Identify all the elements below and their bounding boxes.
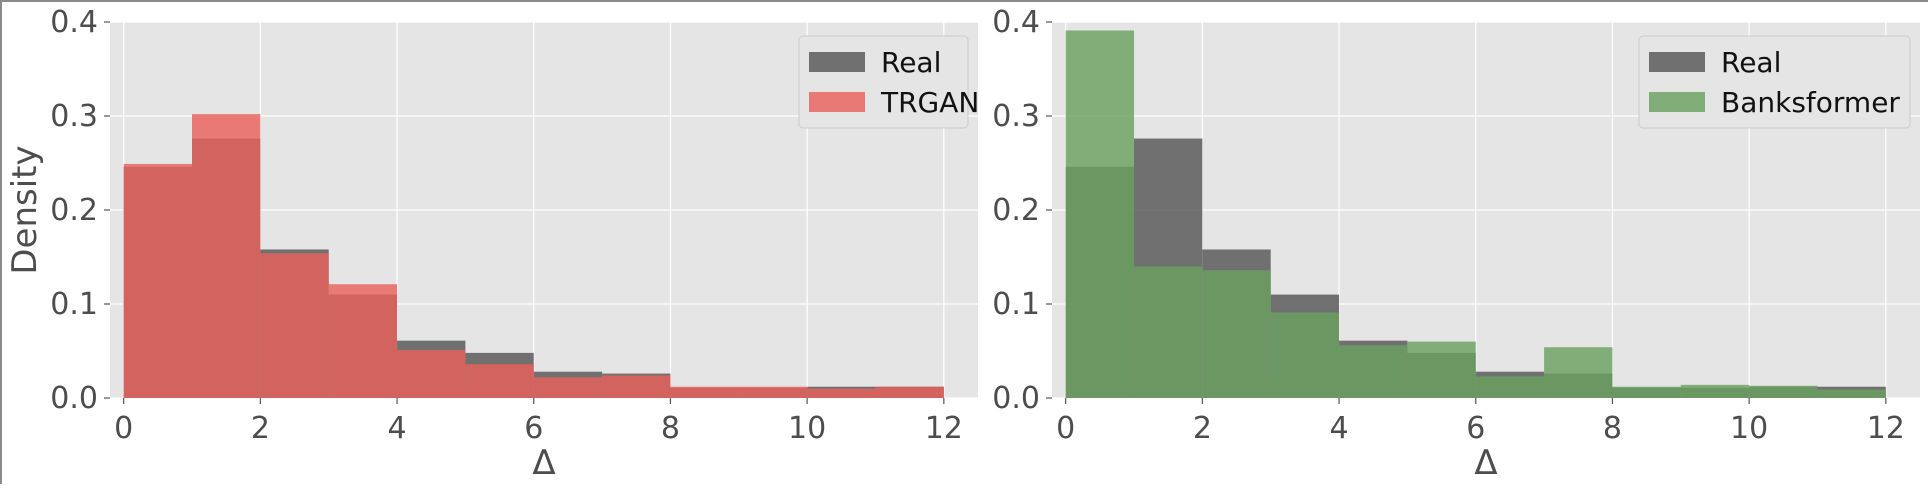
y-tick-label: 0.3 — [50, 99, 98, 134]
y-tick-label: 0.2 — [992, 193, 1040, 228]
bar — [670, 386, 739, 398]
legend-label: Real — [1721, 46, 1781, 79]
bar — [1065, 30, 1135, 399]
bar — [123, 163, 193, 398]
x-tick-label: 4 — [1330, 411, 1349, 446]
x-axis-label: Δ — [532, 443, 555, 483]
bar — [1407, 341, 1476, 398]
chart-panel-banksformer: 0 2 4 6 8 10 12 0.0 0.1 0.2 0.3 0.4 Δ Real Banksformer — [992, 5, 1920, 483]
y-tick-label: 0.1 — [50, 287, 98, 322]
series-trgan — [123, 114, 944, 399]
x-tick-label: 6 — [1466, 411, 1485, 446]
bar — [192, 114, 261, 399]
y-tick-label: 0.2 — [50, 193, 98, 228]
x-tick-label: 12 — [1867, 411, 1905, 446]
bar — [1475, 376, 1545, 398]
legend-box — [1638, 35, 1911, 129]
legend-label: Banksformer — [1721, 86, 1900, 119]
x-tick-label: 4 — [388, 411, 407, 446]
x-tick-label: 8 — [1603, 411, 1622, 446]
bar — [738, 386, 808, 398]
x-tick-label: 0 — [114, 411, 133, 446]
bar — [807, 388, 876, 398]
bar — [328, 284, 398, 398]
legend-swatch — [1649, 52, 1705, 72]
bar — [260, 253, 329, 398]
bar — [1339, 345, 1408, 398]
bar — [1544, 347, 1613, 398]
legend: Real Banksformer — [1638, 35, 1911, 129]
x-tick-label: 0 — [1056, 411, 1075, 446]
x-tick-label: 10 — [788, 411, 826, 446]
x-tick-label: 8 — [661, 411, 680, 446]
legend-swatch — [809, 92, 865, 112]
legend-swatch — [1649, 92, 1705, 112]
legend-label: Real — [881, 46, 941, 79]
y-tick-label: 0.0 — [50, 381, 98, 416]
y-axis-label: Density — [5, 145, 45, 274]
y-tick-label: 0.3 — [992, 99, 1040, 134]
y-tick-label: 0.4 — [992, 5, 1040, 40]
bar — [533, 377, 603, 398]
bar — [602, 375, 671, 398]
bar — [875, 386, 944, 398]
bar — [1680, 384, 1750, 398]
x-axis-label: Δ — [1474, 443, 1497, 483]
bar — [1270, 312, 1340, 398]
x-tick-label: 12 — [925, 411, 963, 446]
y-tick-label: 0.4 — [50, 5, 98, 40]
x-tick-label: 6 — [524, 411, 543, 446]
bar — [397, 350, 466, 398]
legend-swatch — [809, 52, 865, 72]
bar — [1817, 389, 1886, 398]
bar — [1202, 270, 1271, 398]
x-tick-label: 10 — [1730, 411, 1768, 446]
bar — [1749, 385, 1818, 398]
y-tick-label: 0.0 — [992, 381, 1040, 416]
legend-label: TRGAN — [880, 86, 979, 119]
chart-panel-trgan: 0 2 4 6 8 10 12 0.0 0.1 0.2 0.3 0.4 Δ Real TRGAN — [50, 5, 979, 483]
x-tick-label: 2 — [251, 411, 270, 446]
series-banksformer — [1065, 30, 1886, 399]
x-tick-label: 2 — [1193, 411, 1212, 446]
bar — [1134, 266, 1203, 398]
y-tick-label: 0.1 — [992, 287, 1040, 322]
bar — [1612, 386, 1681, 398]
bar — [465, 364, 534, 398]
legend: Real TRGAN — [798, 35, 979, 129]
